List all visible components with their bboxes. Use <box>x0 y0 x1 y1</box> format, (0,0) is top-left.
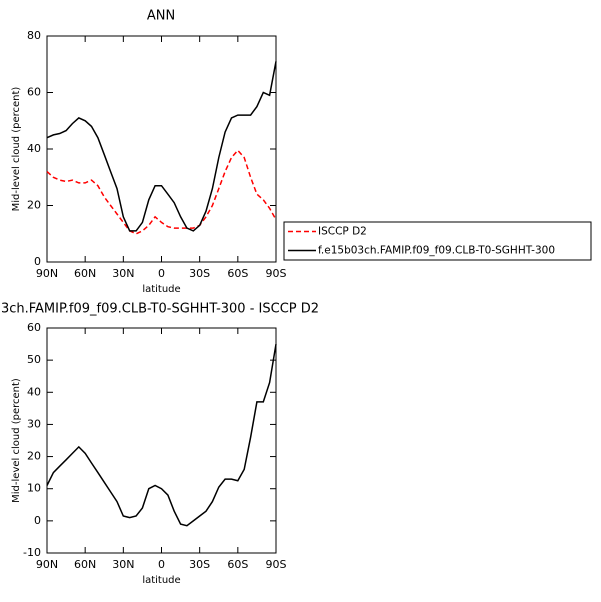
legend-label: ISCCP D2 <box>318 226 367 238</box>
plot-frame <box>46 35 277 263</box>
chart-title: 3ch.FAMIP.f09_f09.CLB-T0-SGHHT-300 - ISC… <box>1 302 319 317</box>
y-axis-label: Mid-level cloud (percent) <box>11 378 22 503</box>
x-tick-label: 30N <box>112 558 134 571</box>
x-tick-label: 60S <box>227 558 248 571</box>
x-tick-label: 90N <box>36 558 58 571</box>
data-line <box>46 343 277 527</box>
y-tick-label: 50 <box>27 353 41 366</box>
legend-label: f.e15b03ch.FAMIP.f09_f09.CLB-T0-SGHHT-30… <box>318 245 555 257</box>
y-tick-label: 80 <box>27 29 41 42</box>
plot-frame <box>46 327 277 554</box>
x-tick-label: 30S <box>189 558 210 571</box>
x-tick-label: 90N <box>36 267 58 280</box>
y-tick-label: 20 <box>27 450 41 463</box>
x-tick-label: 0 <box>158 267 165 280</box>
y-axis-label: Mid-level cloud (percent) <box>11 87 22 212</box>
y-tick-label: 20 <box>27 199 41 212</box>
y-tick-label: 0 <box>34 255 41 268</box>
y-tick-label: 10 <box>27 482 41 495</box>
x-tick-label: 90S <box>266 267 287 280</box>
y-tick-label: 30 <box>27 417 41 430</box>
x-tick-label: 60N <box>74 267 96 280</box>
y-tick-label: 40 <box>27 142 41 155</box>
x-axis-label: latitude <box>142 575 180 586</box>
y-tick-label: 40 <box>27 385 41 398</box>
chart-title: ANN <box>147 9 175 24</box>
x-tick-label: 60N <box>74 558 96 571</box>
y-tick-label: 0 <box>34 514 41 527</box>
x-tick-label: 30N <box>112 267 134 280</box>
data-line <box>46 149 277 235</box>
x-tick-label: 30S <box>189 267 210 280</box>
x-axis-label: latitude <box>142 284 180 295</box>
x-tick-label: 0 <box>158 558 165 571</box>
y-tick-label: 60 <box>27 86 41 99</box>
y-tick-label: 60 <box>27 321 41 334</box>
x-tick-label: 90S <box>266 558 287 571</box>
data-line <box>46 61 277 232</box>
y-tick-label: -10 <box>23 546 41 559</box>
legend-box <box>283 221 592 261</box>
x-tick-label: 60S <box>227 267 248 280</box>
